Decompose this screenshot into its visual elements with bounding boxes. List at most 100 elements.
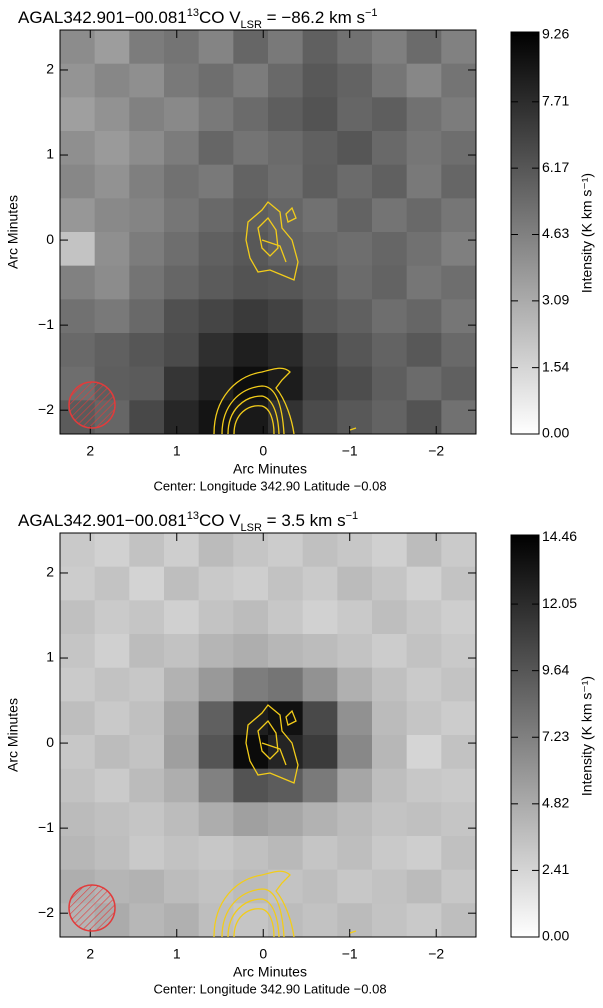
pixel — [129, 903, 165, 938]
pixel — [337, 400, 373, 435]
pixel — [198, 232, 234, 267]
pixel — [406, 634, 442, 669]
pixel — [129, 333, 165, 368]
pixel — [60, 802, 96, 837]
pixel — [302, 333, 338, 368]
x-tick-label: 1 — [173, 443, 181, 459]
pixel — [129, 667, 165, 702]
pixel — [60, 299, 96, 334]
pixel — [441, 333, 477, 368]
pixel — [337, 701, 373, 736]
colorbar-tick-label: 7.71 — [542, 93, 569, 109]
x-tick-label: −2 — [428, 443, 444, 459]
pixel — [302, 701, 338, 736]
pixel — [129, 634, 165, 669]
pixel — [372, 366, 408, 401]
y-axis-label: Arc Minutes — [5, 698, 21, 772]
pixel — [164, 30, 200, 65]
pixel — [406, 164, 442, 199]
pixel — [268, 198, 304, 233]
pixel — [302, 600, 338, 635]
pixel — [94, 566, 130, 601]
pixel — [164, 366, 200, 401]
pixel — [337, 802, 373, 837]
pixel — [337, 735, 373, 770]
pixel — [94, 600, 130, 635]
pixel — [233, 131, 269, 166]
pixel — [372, 400, 408, 435]
pixel — [406, 232, 442, 267]
pixel — [233, 198, 269, 233]
beam — [68, 884, 116, 932]
colorbar-tick-label: 9.64 — [542, 661, 569, 677]
pixel — [129, 701, 165, 736]
pixel — [406, 63, 442, 98]
x-axis-label: Arc Minutes — [233, 461, 307, 477]
pixel — [406, 566, 442, 601]
pixel — [233, 533, 269, 568]
pixel — [94, 667, 130, 702]
pixel — [94, 97, 130, 132]
pixel — [406, 869, 442, 904]
y-tick-label: −1 — [38, 316, 54, 332]
colorbar-tick-label: 3.09 — [542, 292, 569, 308]
pixel — [268, 63, 304, 98]
title-part: −1 — [346, 510, 359, 522]
pixel — [198, 198, 234, 233]
pixel — [164, 533, 200, 568]
pixel — [268, 566, 304, 601]
pixel — [372, 701, 408, 736]
pixel — [406, 600, 442, 635]
pixel — [441, 634, 477, 669]
pixel — [129, 566, 165, 601]
pixel — [406, 667, 442, 702]
pixel — [372, 869, 408, 904]
pixel — [372, 232, 408, 267]
pixel — [198, 533, 234, 568]
pixel — [406, 836, 442, 871]
chart-title: AGAL342.901−00.08113CO VLSR = 3.5 km s−1 — [18, 510, 358, 534]
pixel — [60, 333, 96, 368]
pixel — [302, 667, 338, 702]
pixel — [60, 63, 96, 98]
x-tick-label: 0 — [259, 946, 267, 962]
title-part: LSR — [241, 522, 262, 534]
pixel — [94, 333, 130, 368]
pixel — [372, 836, 408, 871]
pixel — [164, 735, 200, 770]
pixel — [406, 97, 442, 132]
pixel — [233, 566, 269, 601]
pixel — [268, 533, 304, 568]
subtitle: Center: Longitude 342.90 Latitude −0.08 — [153, 981, 386, 996]
colorbar-tick-label: 7.23 — [542, 728, 569, 744]
pixel — [60, 836, 96, 871]
pixel — [441, 836, 477, 871]
pixel — [94, 533, 130, 568]
pixel — [233, 63, 269, 98]
pixel — [337, 63, 373, 98]
pixel — [60, 533, 96, 568]
pixel — [164, 232, 200, 267]
pixel — [406, 802, 442, 837]
y-tick-label: −2 — [38, 401, 54, 417]
pixel — [60, 265, 96, 300]
colorbar-tick-label: 14.46 — [542, 528, 577, 544]
colorbar — [510, 534, 540, 938]
pixel — [60, 232, 96, 267]
pixel — [406, 131, 442, 166]
y-tick-label: 1 — [46, 649, 54, 665]
pixel — [337, 299, 373, 334]
y-tick-label: 0 — [46, 231, 54, 247]
pixel — [302, 836, 338, 871]
x-tick-label: −2 — [428, 946, 444, 962]
pixel — [164, 63, 200, 98]
pixel — [129, 600, 165, 635]
pixel — [441, 735, 477, 770]
pixel — [94, 634, 130, 669]
pixel — [94, 232, 130, 267]
pixel — [337, 533, 373, 568]
pixel — [372, 802, 408, 837]
pixel — [94, 802, 130, 837]
pixel — [337, 366, 373, 401]
pixel — [441, 97, 477, 132]
